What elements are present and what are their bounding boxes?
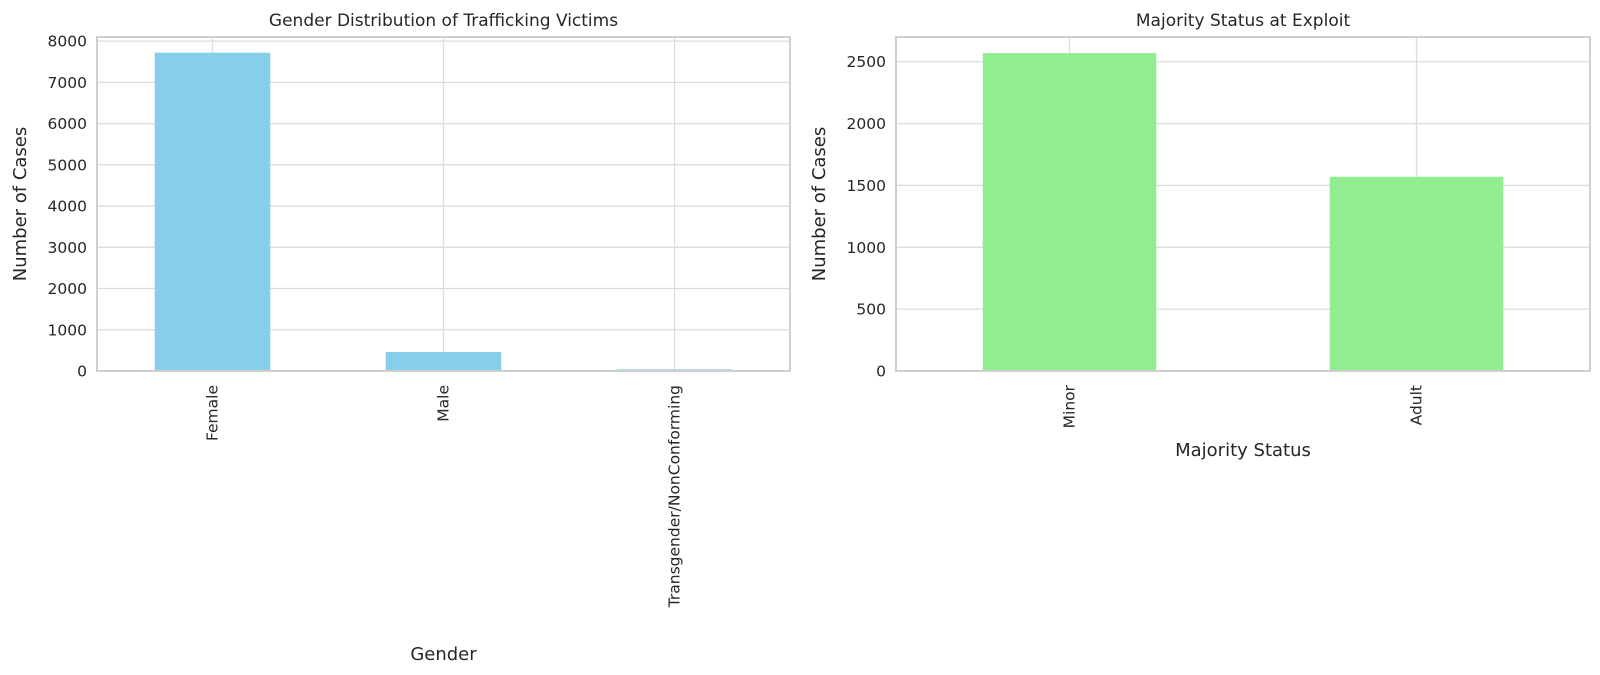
majority-status-chart-xlabel: Majority Status (1175, 440, 1311, 461)
majority-status-chart-bar-minor (982, 53, 1157, 371)
gender-chart-title: Gender Distribution of Trafficking Victi… (269, 11, 618, 31)
majority-status-chart-title: Majority Status at Exploit (1136, 11, 1351, 31)
gender-chart-bars (154, 52, 733, 372)
majority-status-chart-ytick-label: 500 (856, 301, 886, 319)
gender-chart-ytick-label: 8000 (48, 33, 87, 51)
gender-chart-ticks: 0 1000 2000 3000 4000 5000 6000 7000 8000 Female M… (48, 33, 684, 609)
majority-status-chart-frame (895, 36, 1591, 372)
majority-status-chart-ticks: 0 500 1000 1500 2000 2500 Minor Adult (847, 53, 1426, 428)
gender-chart-xtick-label: Female (204, 385, 222, 441)
gender-chart-ytick-label: 7000 (48, 74, 87, 92)
majority-status-chart-bar-adult (1329, 176, 1504, 371)
majority-status-chart: 0 500 1000 1500 2000 2500 Minor Adult Majority … (809, 11, 1591, 461)
majority-status-chart-ylabel: Number of Cases (809, 127, 830, 282)
majority-status-chart-ytick-label: 0 (876, 363, 886, 381)
majority-status-chart-ytick-label: 1500 (847, 177, 886, 195)
majority-status-chart-xtick-label: Adult (1408, 385, 1426, 425)
gender-chart-frame (96, 36, 791, 372)
majority-status-chart-ytick-label: 2000 (847, 115, 886, 133)
majority-status-chart-ytick-label: 2500 (847, 53, 886, 71)
gender-chart-ytick-label: 1000 (48, 321, 87, 339)
majority-status-chart-xtick-label: Minor (1061, 384, 1079, 428)
majority-status-chart-ytick-label: 1000 (847, 239, 886, 257)
gender-chart-ytick-label: 3000 (48, 239, 87, 257)
gender-chart-xtick-label: Male (435, 385, 453, 422)
gender-chart-ylabel: Number of Cases (10, 127, 31, 282)
gender-chart-bar-male (385, 352, 502, 371)
gender-chart: 0 1000 2000 3000 4000 5000 6000 7000 8000 Female M… (10, 11, 791, 665)
majority-status-chart-bars (982, 53, 1504, 371)
gender-chart-ytick-label: 0 (77, 363, 87, 381)
gender-chart-ytick-label: 5000 (48, 156, 87, 174)
gender-chart-ytick-label: 4000 (48, 198, 87, 216)
gender-chart-xtick-label: Transgender/NonConforming (666, 385, 684, 608)
gender-chart-xlabel: Gender (410, 644, 477, 665)
gender-chart-ytick-label: 2000 (48, 280, 87, 298)
gender-chart-ytick-label: 6000 (48, 115, 87, 133)
gender-chart-bar-female (154, 52, 271, 372)
